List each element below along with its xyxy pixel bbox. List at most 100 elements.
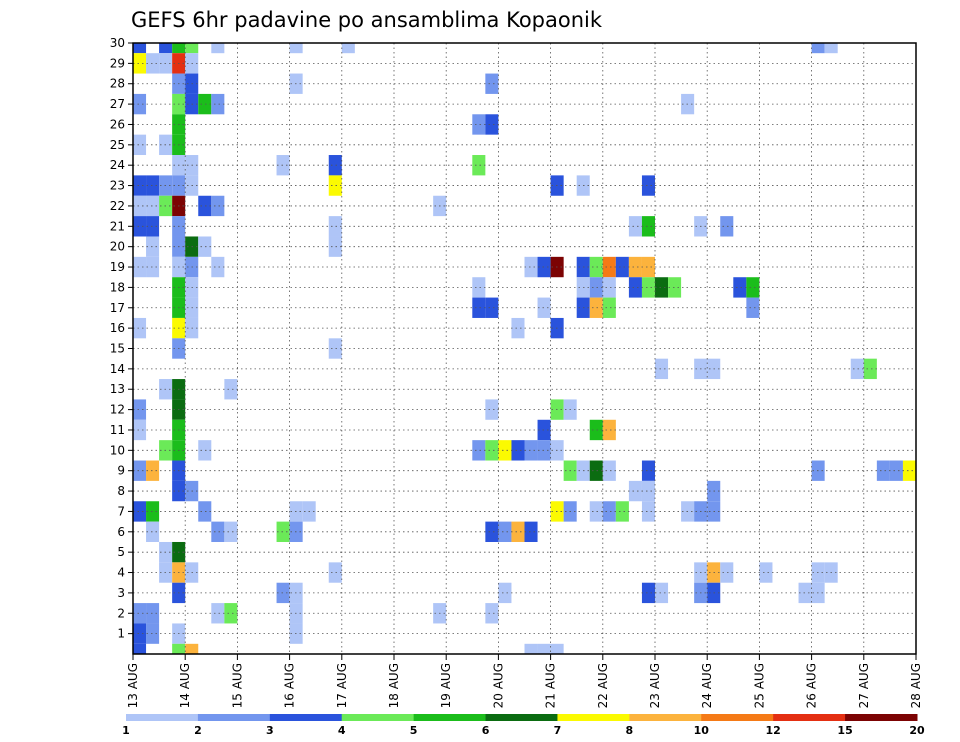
heatmap-cell bbox=[133, 317, 147, 339]
heatmap-cell bbox=[472, 155, 486, 176]
x-tick-label: 17 AUG bbox=[335, 663, 349, 708]
heatmap-cell bbox=[746, 277, 760, 298]
heatmap-cell bbox=[146, 236, 160, 257]
heatmap-cell bbox=[211, 93, 225, 115]
heatmap-cell bbox=[628, 216, 642, 237]
colorbar-segment bbox=[413, 714, 487, 721]
heatmap-cell bbox=[537, 256, 551, 278]
heatmap-cell bbox=[133, 419, 147, 441]
heatmap-cell bbox=[811, 43, 825, 54]
heatmap-cell bbox=[328, 155, 342, 176]
heatmap-cell bbox=[720, 216, 734, 237]
heatmap-cell bbox=[133, 134, 147, 156]
y-tick-label: 2 bbox=[117, 606, 125, 620]
heatmap-cell bbox=[589, 460, 603, 481]
x-tick-label: 22 AUG bbox=[596, 663, 610, 708]
y-tick-label: 11 bbox=[110, 423, 125, 437]
heatmap-cell bbox=[289, 43, 303, 54]
colorbar-label: 15 bbox=[837, 724, 852, 737]
heatmap-cell bbox=[133, 175, 147, 196]
heatmap-cell bbox=[537, 297, 551, 318]
heatmap-cell bbox=[602, 277, 616, 298]
heatmap-cell bbox=[889, 460, 903, 481]
heatmap-cell bbox=[537, 440, 551, 461]
heatmap-cell bbox=[146, 603, 160, 624]
heatmap-cell bbox=[172, 643, 186, 654]
heatmap-cell bbox=[133, 623, 147, 644]
heatmap-cell bbox=[276, 521, 290, 542]
heatmap-cell bbox=[746, 297, 760, 318]
heatmap-cell bbox=[172, 43, 186, 54]
colorbar-label: 7 bbox=[554, 724, 562, 737]
x-tick-label: 21 AUG bbox=[544, 663, 558, 708]
heatmap-cell bbox=[224, 521, 238, 542]
heatmap-cell bbox=[146, 195, 160, 217]
heatmap-cell bbox=[641, 480, 655, 502]
heatmap-cell bbox=[798, 582, 812, 604]
heatmap-cell bbox=[133, 603, 147, 624]
y-tick-label: 28 bbox=[110, 77, 125, 91]
heatmap-cell bbox=[524, 643, 538, 654]
heatmap-cell bbox=[328, 338, 342, 359]
heatmap-cell bbox=[485, 114, 499, 135]
y-tick-label: 7 bbox=[117, 504, 125, 518]
heatmap-cell bbox=[276, 582, 290, 604]
colorbar-label: 6 bbox=[482, 724, 490, 737]
heatmap-cell bbox=[224, 603, 238, 624]
heatmap-cell bbox=[472, 114, 486, 135]
heatmap-cell bbox=[641, 460, 655, 481]
y-tick-label: 14 bbox=[110, 362, 125, 376]
y-tick-label: 6 bbox=[117, 525, 125, 539]
heatmap-cell bbox=[133, 460, 147, 481]
x-tick-label: 15 AUG bbox=[230, 663, 244, 708]
heatmap-cell bbox=[524, 256, 538, 278]
heatmap-cell bbox=[628, 256, 642, 278]
y-tick-label: 18 bbox=[110, 280, 125, 294]
heatmap-cell bbox=[524, 440, 538, 461]
y-tick-label: 20 bbox=[110, 240, 125, 254]
y-tick-label: 3 bbox=[117, 586, 125, 600]
heatmap-cell bbox=[159, 43, 173, 54]
x-tick-label: 24 AUG bbox=[700, 663, 714, 708]
grid-lines bbox=[133, 43, 916, 654]
colorbar: 1 2 3 4 5 6 7 8 10 12 15 20 bbox=[122, 714, 925, 737]
y-tick-label: 23 bbox=[110, 179, 125, 193]
x-tick-label: 18 AUG bbox=[387, 663, 401, 708]
heatmap-cell bbox=[146, 460, 160, 481]
heatmap-cell bbox=[537, 643, 551, 654]
heatmap-cell bbox=[641, 582, 655, 604]
y-tick-label: 16 bbox=[110, 321, 125, 335]
heatmap-cell bbox=[524, 521, 538, 542]
heatmap-cell bbox=[589, 277, 603, 298]
colorbar-segment bbox=[701, 714, 774, 721]
heatmap-cell bbox=[628, 277, 642, 298]
heatmap-cell bbox=[198, 236, 212, 257]
heatmap-cell bbox=[863, 358, 877, 380]
heatmap-cell bbox=[511, 440, 525, 461]
heatmap-cell bbox=[198, 93, 212, 115]
heatmap-cell bbox=[720, 562, 734, 583]
heatmap-cell bbox=[146, 53, 160, 74]
heatmap-cell bbox=[850, 358, 864, 380]
colorbar-segment bbox=[773, 714, 846, 721]
heatmap-cell bbox=[537, 419, 551, 441]
heatmap-cell bbox=[602, 501, 616, 522]
heatmap-cell bbox=[550, 643, 564, 654]
y-tick-label: 26 bbox=[110, 117, 125, 131]
y-tick-label: 19 bbox=[110, 260, 125, 274]
y-tick-label: 25 bbox=[110, 138, 125, 152]
y-tick-label: 21 bbox=[110, 219, 125, 233]
heatmap-cell bbox=[133, 643, 147, 654]
heatmap-cell bbox=[733, 277, 747, 298]
heatmap-cell bbox=[655, 358, 669, 380]
heatmap-cell bbox=[498, 440, 512, 461]
heatmap-cell bbox=[655, 582, 669, 604]
y-tick-label: 5 bbox=[117, 545, 125, 559]
heatmap-cell bbox=[341, 43, 355, 54]
colorbar-segment bbox=[557, 714, 630, 721]
heatmap-cell bbox=[146, 501, 160, 522]
x-tick-label: 19 AUG bbox=[439, 663, 453, 708]
heatmap-cell bbox=[133, 43, 147, 54]
heatmap-cell bbox=[198, 501, 212, 522]
heatmap-cell bbox=[485, 521, 499, 542]
